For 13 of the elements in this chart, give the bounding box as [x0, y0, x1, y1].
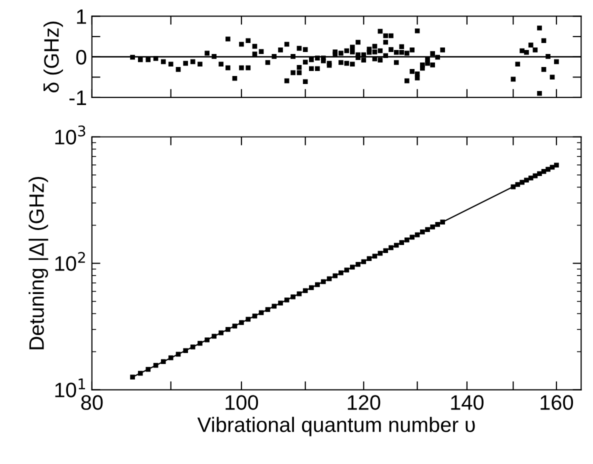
y-tick-label: 1	[77, 9, 86, 24]
y-axis-title: Detuning |Δ| (GHz)	[28, 176, 48, 350]
x-axis-title: Vibrational quantum number υ	[197, 416, 475, 436]
x-tick-label: 80	[81, 395, 103, 410]
x-tick-label: 120	[348, 395, 380, 410]
y-axis-title: δ (GHz)	[44, 22, 63, 92]
x-tick-label: 160	[540, 395, 574, 410]
y-tick-label: 10$^{3}$	[55, 125, 86, 144]
y-tick-label: 0	[76, 50, 86, 65]
x-tick-label: 140	[451, 395, 484, 410]
y-tick-label: 10$^{2}$	[55, 252, 85, 271]
y-tick-label: -1	[69, 90, 86, 105]
x-tick-label: 100	[226, 395, 258, 410]
